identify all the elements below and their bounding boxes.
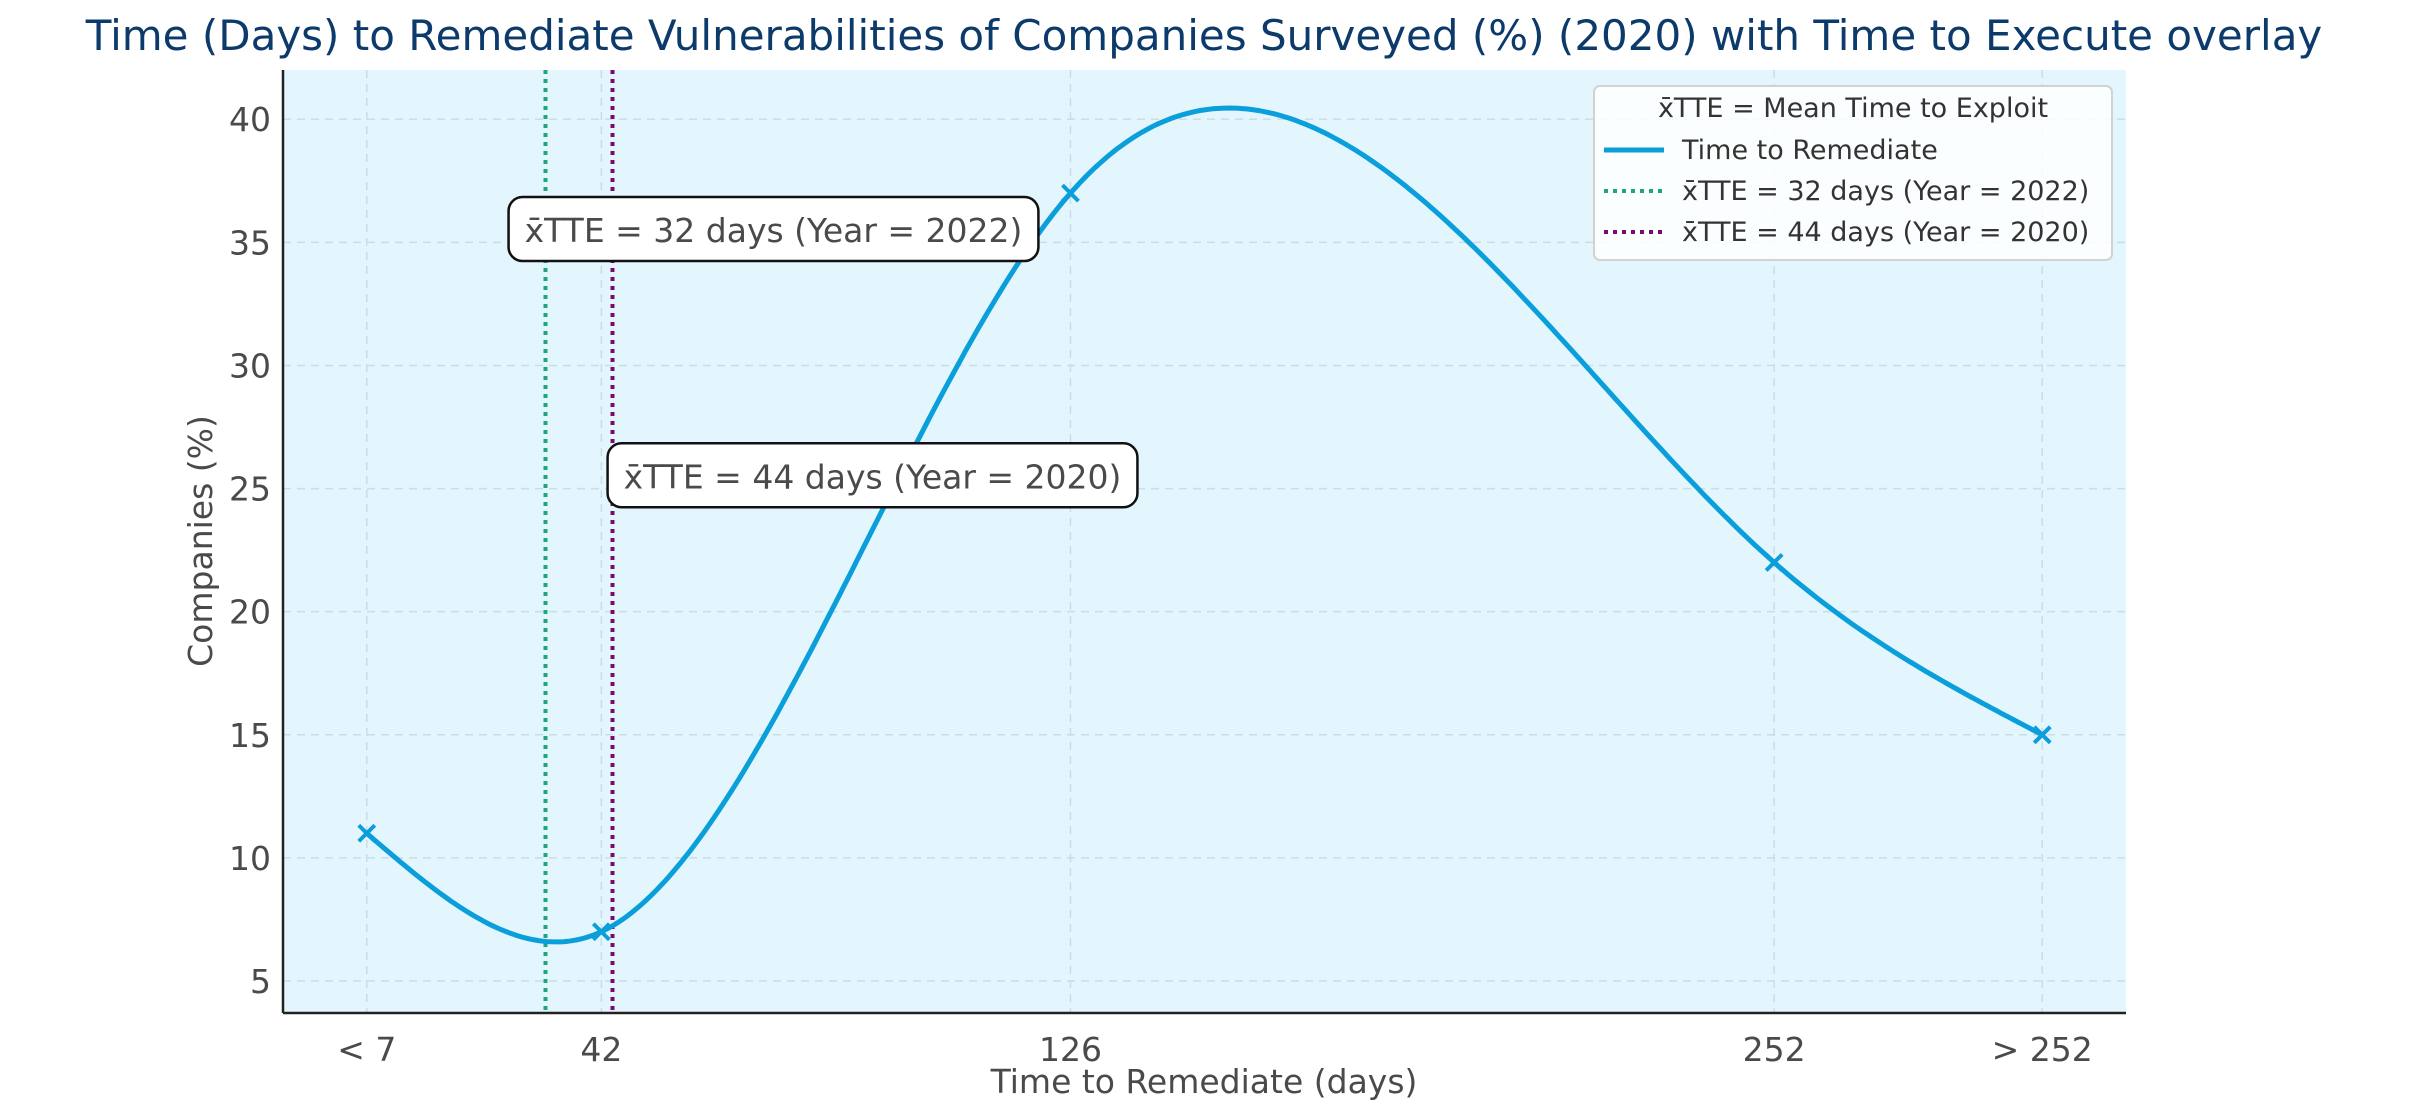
- legend-label-2: x̄TTE = 44 days (Year = 2020): [1682, 217, 2089, 248]
- x-tick-label: < 7: [337, 1030, 396, 1069]
- annotation-frame: [606, 442, 1139, 509]
- data-point: [1764, 553, 1784, 572]
- y-tick-label: 15: [229, 716, 271, 755]
- data-point-mark: [2032, 725, 2052, 745]
- x-tick-label: 126: [1039, 1030, 1102, 1069]
- x-axis-label: Time to Remediate (days): [990, 1062, 1418, 1101]
- data-point-mark: [1061, 183, 1080, 203]
- y-tick-label: 20: [229, 593, 271, 632]
- data-point-mark: [591, 922, 611, 942]
- y-tick-label: 5: [250, 962, 271, 1001]
- data-point: [591, 922, 611, 942]
- legend-title: x̄TTE = Mean Time to Exploit: [1658, 93, 2048, 124]
- series-line-0: [365, 105, 2044, 945]
- annotation-label: x̄TTE = 32 days (Year = 2022): [525, 211, 1023, 250]
- x-tick-label: 252: [1743, 1030, 1806, 1069]
- legend-label-0: Time to Remediate: [1681, 135, 1938, 166]
- x-tick-label: > 252: [1992, 1030, 2093, 1069]
- axes: [281, 70, 2126, 1015]
- legend-box: [1593, 85, 2113, 261]
- legend: x̄TTE = Mean Time to Exploit Time to Rem…: [1593, 85, 2113, 261]
- annotations: x̄TTE = 32 days (Year = 2022) x̄TTE = 44 …: [507, 195, 1139, 509]
- y-tick-label: 10: [229, 839, 271, 878]
- annotation-box-1: x̄TTE = 44 days (Year = 2020): [606, 442, 1139, 509]
- y-tick-label: 35: [229, 223, 271, 262]
- mean-time-to-exploit-lines: [543, 70, 615, 1013]
- legend-label-1: x̄TTE = 32 days (Year = 2022): [1682, 176, 2089, 207]
- y-axis-label: Companies (%): [181, 415, 220, 667]
- annotation-frame: [507, 195, 1040, 263]
- data-point-mark: [357, 823, 377, 843]
- x-tick-label: 42: [580, 1030, 622, 1069]
- data-point: [2032, 725, 2052, 745]
- y-tick-label: 40: [229, 100, 271, 139]
- tick-labels: 5 10 15 20 25 30 35 40 < 7 42 126 252 > 252: [229, 100, 2093, 1069]
- series-layer: [357, 105, 2052, 945]
- annotation-label: x̄TTE = 44 days (Year = 2020): [624, 457, 1122, 496]
- y-tick-label: 30: [229, 346, 271, 385]
- data-point: [357, 823, 377, 843]
- chart-title: Time (Days) to Remediate Vulnerabilities…: [85, 11, 2323, 60]
- annotation-box-0: x̄TTE = 32 days (Year = 2022): [507, 195, 1040, 263]
- data-point: [1061, 183, 1080, 203]
- y-tick-label: 25: [229, 470, 271, 509]
- data-point-mark: [1764, 553, 1784, 572]
